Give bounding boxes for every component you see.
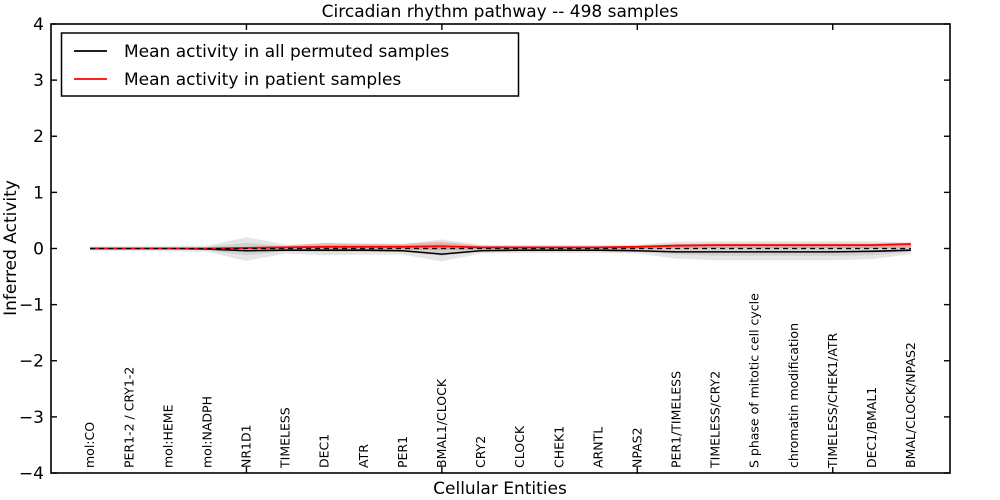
x-category-label: CRY2 [473,436,488,468]
x-category-label: BMAL/CLOCK/NPAS2 [903,342,918,468]
x-category-label: CLOCK [512,425,527,468]
chart-title: Circadian rhythm pathway -- 498 samples [322,2,679,22]
y-tick-label: 0 [33,239,44,259]
x-category-label: DEC1/BMAL1 [864,387,879,468]
plot-frame [50,23,951,474]
y-tick-label: 4 [33,15,44,35]
x-category-label: mol:NADPH [199,396,214,468]
y-tick-label: 1 [33,183,44,203]
y-tick-label: −2 [19,352,44,372]
x-category-label: mol:CO [82,422,97,468]
y-tick-label: −3 [19,408,44,428]
band-permuted-range-outer [90,237,911,262]
x-axis-label: Cellular Entities [433,479,567,499]
x-category-label: ATR [356,444,371,468]
legend: Mean activity in all permuted samples Me… [60,32,520,97]
legend-label-patient-samples: Mean activity in patient samples [124,70,401,90]
y-tick-label: −1 [19,296,44,316]
x-category-labels: mol:CO PER1-2 / CRY1-2 mol:HEME mol:NADPH NR… [82,293,918,469]
legend-label-permuted-samples: Mean activity in all permuted samples [124,42,449,62]
x-category-label: S phase of mitotic cell cycle [747,293,762,468]
x-category-label: DEC1 [317,434,332,468]
y-tick-label: 2 [33,127,44,147]
x-category-label: NPAS2 [629,427,644,468]
x-category-label: chromatin modification [786,323,801,468]
x-category-label: PER1-2 / CRY1-2 [121,367,136,468]
y-tick-labels: 4 3 2 1 0 −1 −2 −3 −4 [19,15,44,484]
x-category-label: TIMELESS/CRY2 [708,371,723,469]
x-category-label: BMAL1/CLOCK [434,378,449,468]
x-category-label: TIMELESS [278,407,293,469]
x-category-label: mol:HEME [160,404,175,468]
x-category-label: CHEK1 [551,426,566,468]
y-axis-label: Inferred Activity [1,180,21,316]
series-lines [90,243,911,255]
y-tick-label: 3 [33,71,44,91]
x-category-label: PER1 [395,436,410,468]
x-category-label: NR1D1 [239,424,254,468]
legend-box [60,32,520,97]
x-category-label: PER1/TIMELESS [669,371,684,468]
x-category-label: ARNTL [590,427,605,468]
y-tick-label: −4 [19,464,44,484]
x-category-label: TIMELESS/CHEK1/ATR [825,332,840,469]
line-permuted [90,247,911,255]
